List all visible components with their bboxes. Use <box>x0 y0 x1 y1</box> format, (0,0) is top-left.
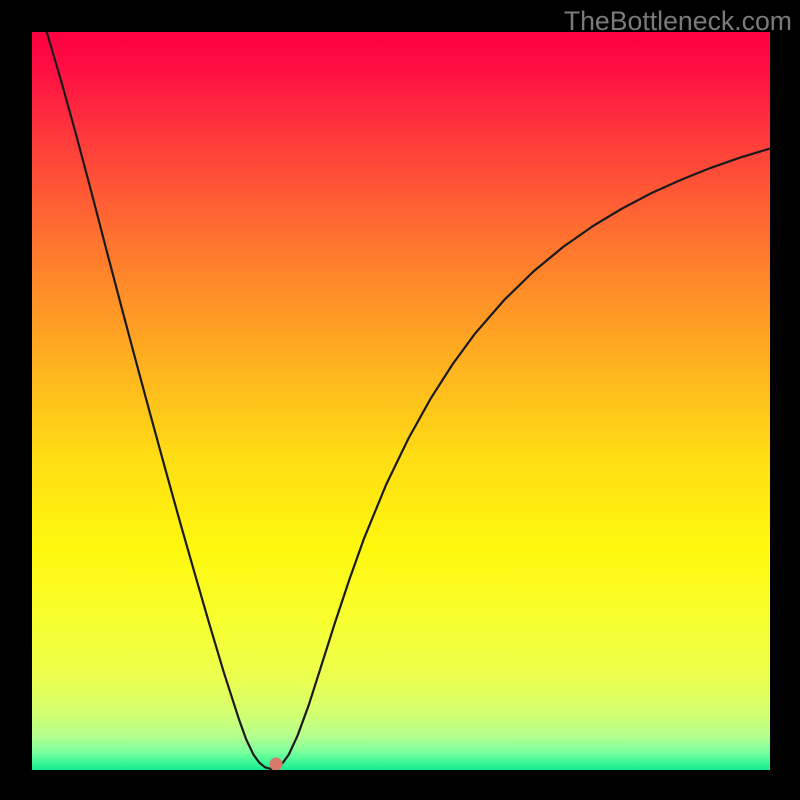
stage: TheBottleneck.com <box>0 0 800 800</box>
bottleneck-curve <box>47 32 770 769</box>
optimum-marker <box>269 758 282 770</box>
plot-area <box>32 32 770 770</box>
curve-layer <box>32 32 770 770</box>
